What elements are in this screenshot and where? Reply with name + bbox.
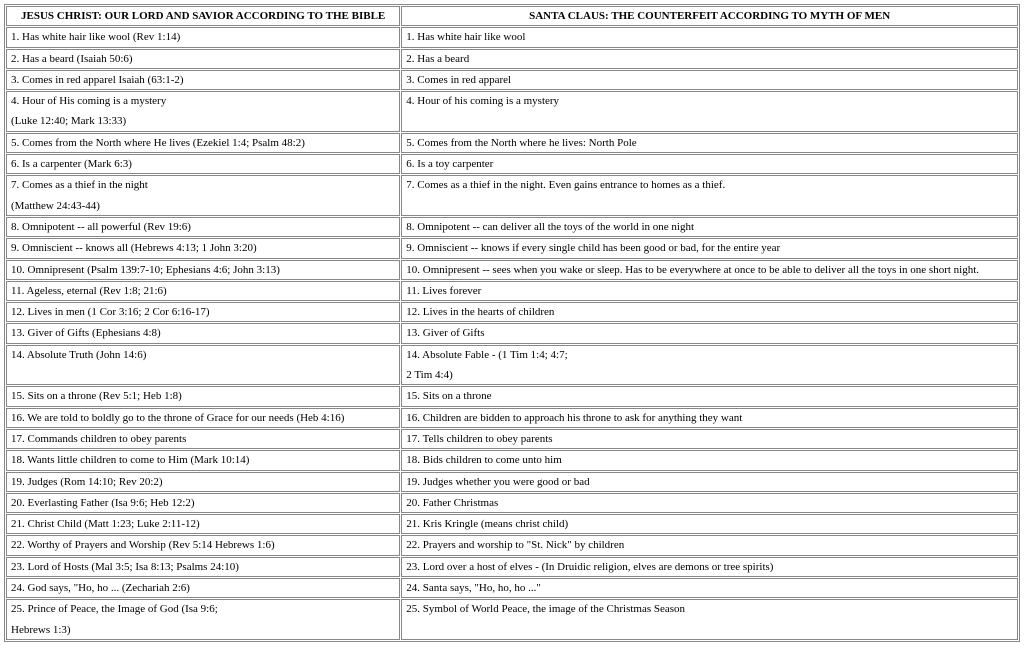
table-row: 18. Wants little children to come to Him… (6, 450, 1018, 470)
table-row: 20. Everlasting Father (Isa 9:6; Heb 12:… (6, 493, 1018, 513)
cell-left: 13. Giver of Gifts (Ephesians 4:8) (6, 323, 400, 343)
cell-right: 7. Comes as a thief in the night. Even g… (401, 175, 1018, 216)
cell-left: 14. Absolute Truth (John 14:6) (6, 345, 400, 386)
cell-left: 4. Hour of His coming is a mystery (Luke … (6, 91, 400, 132)
table-row: 10. Omnipresent (Psalm 139:7-10; Ephesia… (6, 260, 1018, 280)
cell-right: 6. Is a toy carpenter (401, 154, 1018, 174)
cell-right: 11. Lives forever (401, 281, 1018, 301)
table-row: 25. Prince of Peace, the Image of God (I… (6, 599, 1018, 640)
cell-left: 25. Prince of Peace, the Image of God (I… (6, 599, 400, 640)
cell-line: (Luke 12:40; Mark 13:33) (11, 114, 395, 128)
cell-left: 15. Sits on a throne (Rev 5:1; Heb 1:8) (6, 386, 400, 406)
table-row: 3. Comes in red apparel Isaiah (63:1-2)3… (6, 70, 1018, 90)
cell-left: 2. Has a beard (Isaiah 50:6) (6, 49, 400, 69)
cell-right: 9. Omniscient -- knows if every single c… (401, 238, 1018, 258)
cell-line: (Matthew 24:43-44) (11, 199, 395, 213)
table-row: 21. Christ Child (Matt 1:23; Luke 2:11-1… (6, 514, 1018, 534)
table-row: 16. We are told to boldly go to the thro… (6, 408, 1018, 428)
cell-left: 17. Commands children to obey parents (6, 429, 400, 449)
cell-left: 6. Is a carpenter (Mark 6:3) (6, 154, 400, 174)
cell-left: 23. Lord of Hosts (Mal 3:5; Isa 8:13; Ps… (6, 557, 400, 577)
table-header-row: JESUS CHRIST: OUR LORD AND SAVIOR ACCORD… (6, 6, 1018, 26)
table-row: 9. Omniscient -- knows all (Hebrews 4:13… (6, 238, 1018, 258)
cell-right: 15. Sits on a throne (401, 386, 1018, 406)
table-body: 1. Has white hair like wool (Rev 1:14)1.… (6, 27, 1018, 640)
cell-line: 7. Comes as a thief in the night (11, 178, 395, 192)
header-right: SANTA CLAUS: THE COUNTERFEIT ACCORDING T… (401, 6, 1018, 26)
table-row: 12. Lives in men (1 Cor 3:16; 2 Cor 6:16… (6, 302, 1018, 322)
cell-right: 4. Hour of his coming is a mystery (401, 91, 1018, 132)
cell-left: 7. Comes as a thief in the night (Matthew… (6, 175, 400, 216)
cell-left: 16. We are told to boldly go to the thro… (6, 408, 400, 428)
cell-left: 20. Everlasting Father (Isa 9:6; Heb 12:… (6, 493, 400, 513)
cell-left: 18. Wants little children to come to Him… (6, 450, 400, 470)
table-row: 17. Commands children to obey parents17.… (6, 429, 1018, 449)
cell-left: 19. Judges (Rom 14:10; Rev 20:2) (6, 472, 400, 492)
table-row: 13. Giver of Gifts (Ephesians 4:8)13. Gi… (6, 323, 1018, 343)
table-row: 6. Is a carpenter (Mark 6:3)6. Is a toy … (6, 154, 1018, 174)
cell-right: 20. Father Christmas (401, 493, 1018, 513)
table-row: 23. Lord of Hosts (Mal 3:5; Isa 8:13; Ps… (6, 557, 1018, 577)
table-row: 19. Judges (Rom 14:10; Rev 20:2)19. Judg… (6, 472, 1018, 492)
table-row: 22. Worthy of Prayers and Worship (Rev 5… (6, 535, 1018, 555)
cell-line: Hebrews 1:3) (11, 623, 395, 637)
cell-right: 16. Children are bidden to approach his … (401, 408, 1018, 428)
cell-right: 17. Tells children to obey parents (401, 429, 1018, 449)
cell-left: 9. Omniscient -- knows all (Hebrews 4:13… (6, 238, 400, 258)
cell-line: 2 Tim 4:4) (406, 368, 1013, 382)
cell-line: 14. Absolute Fable - (1 Tim 1:4; 4:7; (406, 348, 1013, 362)
cell-left: 1. Has white hair like wool (Rev 1:14) (6, 27, 400, 47)
table-row: 5. Comes from the North where He lives (… (6, 133, 1018, 153)
cell-right: 8. Omnipotent -- can deliver all the toy… (401, 217, 1018, 237)
cell-right: 22. Prayers and worship to "St. Nick" by… (401, 535, 1018, 555)
cell-right: 19. Judges whether you were good or bad (401, 472, 1018, 492)
table-row: 24. God says, "Ho, ho ... (Zechariah 2:6… (6, 578, 1018, 598)
table-row: 4. Hour of His coming is a mystery (Luke … (6, 91, 1018, 132)
cell-right: 21. Kris Kringle (means christ child) (401, 514, 1018, 534)
cell-left: 3. Comes in red apparel Isaiah (63:1-2) (6, 70, 400, 90)
cell-right: 10. Omnipresent -- sees when you wake or… (401, 260, 1018, 280)
cell-left: 5. Comes from the North where He lives (… (6, 133, 400, 153)
cell-right: 2. Has a beard (401, 49, 1018, 69)
cell-right: 12. Lives in the hearts of children (401, 302, 1018, 322)
cell-left: 12. Lives in men (1 Cor 3:16; 2 Cor 6:16… (6, 302, 400, 322)
cell-line: 25. Prince of Peace, the Image of God (I… (11, 602, 395, 616)
cell-right: 13. Giver of Gifts (401, 323, 1018, 343)
cell-right: 14. Absolute Fable - (1 Tim 1:4; 4:7; 2 T… (401, 345, 1018, 386)
cell-right: 1. Has white hair like wool (401, 27, 1018, 47)
comparison-table: JESUS CHRIST: OUR LORD AND SAVIOR ACCORD… (4, 4, 1020, 642)
table-row: 14. Absolute Truth (John 14:6)14. Absolu… (6, 345, 1018, 386)
cell-left: 8. Omnipotent -- all powerful (Rev 19:6) (6, 217, 400, 237)
table-row: 1. Has white hair like wool (Rev 1:14)1.… (6, 27, 1018, 47)
cell-right: 25. Symbol of World Peace, the image of … (401, 599, 1018, 640)
header-left: JESUS CHRIST: OUR LORD AND SAVIOR ACCORD… (6, 6, 400, 26)
cell-left: 11. Ageless, eternal (Rev 1:8; 21:6) (6, 281, 400, 301)
cell-right: 23. Lord over a host of elves - (In Drui… (401, 557, 1018, 577)
table-row: 2. Has a beard (Isaiah 50:6)2. Has a bea… (6, 49, 1018, 69)
table-row: 15. Sits on a throne (Rev 5:1; Heb 1:8)1… (6, 386, 1018, 406)
cell-right: 24. Santa says, "Ho, ho, ho ..." (401, 578, 1018, 598)
cell-left: 22. Worthy of Prayers and Worship (Rev 5… (6, 535, 400, 555)
table-row: 7. Comes as a thief in the night (Matthew… (6, 175, 1018, 216)
cell-right: 3. Comes in red apparel (401, 70, 1018, 90)
cell-right: 18. Bids children to come unto him (401, 450, 1018, 470)
cell-line: 4. Hour of His coming is a mystery (11, 94, 395, 108)
table-row: 8. Omnipotent -- all powerful (Rev 19:6)… (6, 217, 1018, 237)
cell-left: 21. Christ Child (Matt 1:23; Luke 2:11-1… (6, 514, 400, 534)
cell-left: 10. Omnipresent (Psalm 139:7-10; Ephesia… (6, 260, 400, 280)
cell-right: 5. Comes from the North where he lives: … (401, 133, 1018, 153)
table-row: 11. Ageless, eternal (Rev 1:8; 21:6)11. … (6, 281, 1018, 301)
cell-left: 24. God says, "Ho, ho ... (Zechariah 2:6… (6, 578, 400, 598)
